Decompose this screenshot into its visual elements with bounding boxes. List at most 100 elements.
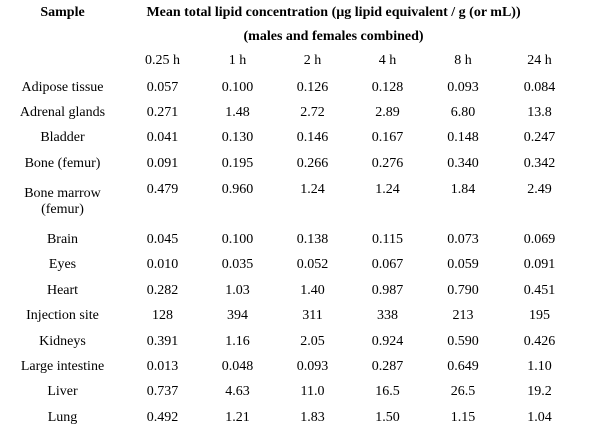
value-cell: 0.737 [146, 384, 179, 400]
value-cell: 2.49 [527, 181, 552, 197]
value-cell: 0.790 [447, 282, 479, 298]
row-label-line1: Lung [47, 409, 78, 425]
value-cell: 0.987 [371, 282, 404, 298]
value-cell: 0.492 [146, 409, 179, 425]
table-row: Bladder 0.041 0.130 0.146 0.167 0.148 0.247 [0, 126, 578, 151]
row-label-line1: Adipose tissue [21, 79, 104, 95]
value-cell: 0.247 [523, 130, 556, 146]
row-label-line1: Brain [46, 232, 79, 247]
value-cell: 0.649 [447, 358, 479, 374]
value-cell: 0.100 [221, 232, 254, 247]
value-cell: 1.24 [375, 181, 400, 197]
value-cell: 4.63 [225, 384, 250, 400]
value-cell: 0.035 [221, 257, 254, 273]
value-cell: 0.287 [371, 358, 404, 374]
value-cell: 0.590 [447, 333, 479, 349]
sample-column-header: Sample [40, 4, 85, 20]
value-cell: 0.091 [146, 155, 179, 171]
header-row-1: Sample Mean total lipid concentration (µ… [0, 0, 578, 26]
value-cell: 13.8 [527, 105, 552, 121]
value-cell: 394 [227, 308, 248, 324]
time-column-header: 1 h [228, 53, 247, 69]
time-header-row: 0.25 h 1 h 2 h 4 h 8 h 24 h [0, 48, 578, 75]
table-row: Heart 0.282 1.03 1.40 0.987 0.790 0.451 [0, 278, 578, 303]
value-cell: 0.115 [372, 232, 403, 247]
table-row: Bone (femur) 0.091 0.195 0.266 0.276 0.340 0.3… [0, 151, 578, 176]
row-label: Liver [0, 380, 125, 405]
value-cell: 19.2 [527, 384, 552, 400]
value-cell: 16.5 [375, 384, 400, 400]
value-cell: 1.21 [225, 409, 250, 425]
row-label-line1: Bone marrow [24, 185, 101, 201]
value-cell: 0.282 [146, 282, 179, 298]
row-label-line1: Eyes [48, 257, 77, 273]
time-column-header: 0.25 h [145, 53, 180, 69]
value-cell: 0.146 [296, 130, 329, 146]
row-label: Eyes [0, 253, 125, 278]
row-label-line1: Bladder [40, 130, 85, 146]
row-label: Heart [0, 278, 125, 303]
table-row: Brain 0.045 0.100 0.138 0.115 0.073 0.069 [0, 227, 578, 252]
value-cell: 0.073 [447, 232, 479, 247]
value-cell: 0.271 [146, 105, 179, 121]
value-cell: 0.960 [221, 181, 254, 197]
value-cell: 1.84 [450, 181, 476, 197]
value-cell: 1.83 [300, 409, 325, 425]
value-cell: 6.80 [450, 105, 476, 121]
value-cell: 2.72 [300, 105, 325, 121]
row-label-line1: Kidneys [39, 333, 86, 349]
value-cell: 0.093 [296, 358, 329, 374]
row-label: Large intestine [0, 354, 125, 379]
value-cell: 0.100 [221, 79, 254, 95]
time-column-header: 24 h [527, 53, 552, 69]
value-cell: 2.89 [375, 105, 400, 121]
value-cell: 0.057 [146, 79, 179, 95]
value-cell: 0.069 [523, 232, 556, 247]
value-cell: 0.391 [146, 333, 179, 349]
value-cell: 0.067 [371, 257, 404, 273]
table-row: Large intestine 0.013 0.048 0.093 0.287 0.649… [0, 354, 578, 379]
table-row: Eyes 0.010 0.035 0.052 0.067 0.059 0.091 [0, 253, 578, 278]
value-cell: 128 [152, 308, 173, 324]
lipid-concentration-table: Sample Mean total lipid concentration (µ… [0, 0, 578, 430]
value-cell: 0.451 [523, 282, 556, 298]
table-row: Lung 0.492 1.21 1.83 1.50 1.15 1.04 [0, 405, 578, 430]
table-header: Sample Mean total lipid concentration (µ… [0, 0, 578, 75]
row-label: Lung [0, 405, 125, 430]
row-label: Bladder [0, 126, 125, 151]
value-cell: 1.48 [225, 105, 250, 121]
value-cell: 0.048 [221, 358, 254, 374]
value-cell: 0.167 [371, 130, 404, 146]
value-cell: 0.924 [371, 333, 404, 349]
value-cell: 0.138 [296, 232, 329, 247]
value-cell: 0.010 [146, 257, 179, 273]
value-cell: 0.093 [447, 79, 479, 95]
value-cell: 26.5 [450, 384, 476, 400]
row-label: Adrenal glands [0, 100, 125, 125]
value-cell: 0.084 [523, 79, 556, 95]
table-row: Adipose tissue 0.057 0.100 0.126 0.128 0.093 0… [0, 75, 578, 100]
table-row: Adrenal glands 0.271 1.48 2.72 2.89 6.80 13.8 [0, 100, 578, 125]
value-cell: 0.091 [523, 257, 556, 273]
value-cell: 0.342 [523, 155, 556, 171]
row-label: Kidneys [0, 329, 125, 354]
row-label-line1: Heart [46, 282, 79, 298]
value-cell: 0.041 [146, 130, 179, 146]
table-row: Liver 0.737 4.63 11.0 16.5 26.5 19.2 [0, 380, 578, 405]
row-label-line1: Injection site [26, 308, 99, 324]
value-cell: 2.05 [300, 333, 325, 349]
value-cell: 0.148 [447, 130, 479, 146]
value-cell: 0.128 [371, 79, 404, 95]
value-cell: 1.16 [225, 333, 250, 349]
value-cell: 213 [452, 308, 474, 324]
value-cell: 0.045 [146, 232, 179, 247]
value-cell: 0.130 [221, 130, 254, 146]
time-column-header: 8 h [454, 53, 472, 69]
value-cell: 338 [377, 308, 398, 324]
value-cell: 1.15 [450, 409, 476, 425]
value-cell: 1.40 [300, 282, 325, 298]
value-cell: 1.10 [527, 358, 552, 374]
row-label: Bone marrow (femur) [0, 177, 125, 228]
time-column-header: 4 h [378, 53, 397, 69]
value-cell: 0.052 [296, 257, 329, 273]
